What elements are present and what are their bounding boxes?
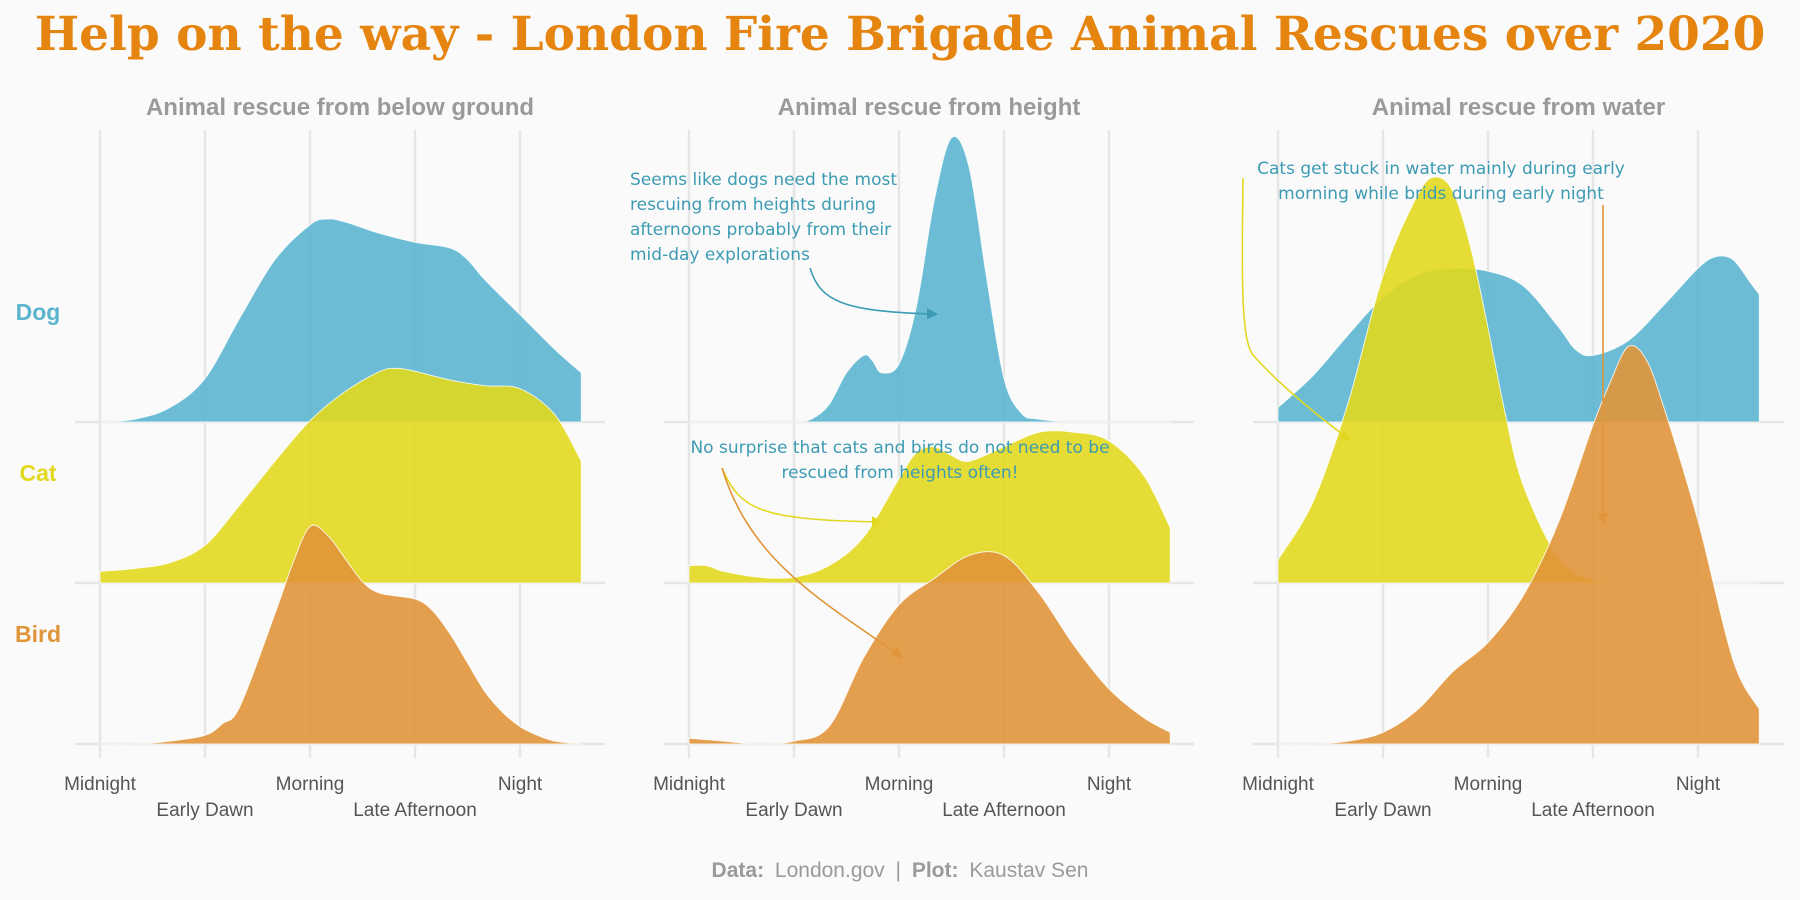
x-tick-label: Late Afternoon xyxy=(1531,800,1655,821)
chart-annotations: Seems like dogs need the most rescuing fr… xyxy=(630,159,1625,658)
ridge-dog xyxy=(99,218,582,423)
x-tick-label: Midnight xyxy=(64,774,137,795)
ridge-dog xyxy=(688,135,1171,423)
panel-1: Animal rescue from below ground Midnight E… xyxy=(64,94,605,821)
ridge-bird xyxy=(1277,345,1760,745)
x-tick-label: Morning xyxy=(865,774,934,795)
ridge-bird xyxy=(688,551,1171,745)
panel-3: Animal rescue from water Midnight Early Da… xyxy=(1242,94,1784,821)
x-tick-label: Early Dawn xyxy=(745,800,842,821)
ridge-bird xyxy=(99,524,582,745)
caption-separator: | xyxy=(896,859,901,882)
caption: Data: London.gov | Plot: Kaustav Sen xyxy=(712,859,1089,882)
ridge-cat xyxy=(688,430,1171,584)
panel-title: Animal rescue from height xyxy=(778,94,1081,121)
annotation-arrow xyxy=(721,467,903,658)
x-tick-label: Late Afternoon xyxy=(942,800,1066,821)
caption-data-value: London.gov xyxy=(775,859,885,882)
caption-plot-label: Plot: xyxy=(912,859,959,882)
chart-title: Help on the way - London Fire Brigade An… xyxy=(35,7,1766,62)
ridge-cat xyxy=(99,367,582,584)
x-tick-label: Midnight xyxy=(1242,774,1315,795)
caption-data-label: Data: xyxy=(712,859,765,882)
x-tick-label: Night xyxy=(1087,774,1132,795)
x-tick-label: Night xyxy=(498,774,543,795)
panel-title: Animal rescue from water xyxy=(1372,94,1665,121)
row-label-dog: Dog xyxy=(16,299,61,325)
row-label-cat: Cat xyxy=(19,460,56,486)
annotation-text: No surprise that cats and birds do not n… xyxy=(690,438,1109,483)
x-tick-label: Early Dawn xyxy=(1334,800,1431,821)
annotation-text: Cats get stuck in water mainly during ea… xyxy=(1257,159,1625,204)
panel-2: Animal rescue from height Midnight Early D… xyxy=(653,94,1194,821)
x-tick-label: Night xyxy=(1676,774,1721,795)
x-tick-label: Early Dawn xyxy=(156,800,253,821)
annotation-arrow xyxy=(1241,177,1351,441)
annotation-arrow xyxy=(809,267,939,320)
panel-title: Animal rescue from below ground xyxy=(146,94,534,121)
x-tick-label: Morning xyxy=(1454,774,1523,795)
row-label-bird: Bird xyxy=(15,621,61,647)
x-tick-label: Midnight xyxy=(653,774,726,795)
chart-panels: Animal rescue from below ground Midnight E… xyxy=(64,94,1784,821)
caption-plot-value: Kaustav Sen xyxy=(969,859,1088,882)
annotation-text: Seems like dogs need the most rescuing fr… xyxy=(630,170,897,265)
x-tick-label: Morning xyxy=(276,774,345,795)
x-tick-label: Late Afternoon xyxy=(353,800,477,821)
row-labels: Dog Cat Bird xyxy=(15,299,61,647)
annotation-arrow xyxy=(721,467,884,528)
